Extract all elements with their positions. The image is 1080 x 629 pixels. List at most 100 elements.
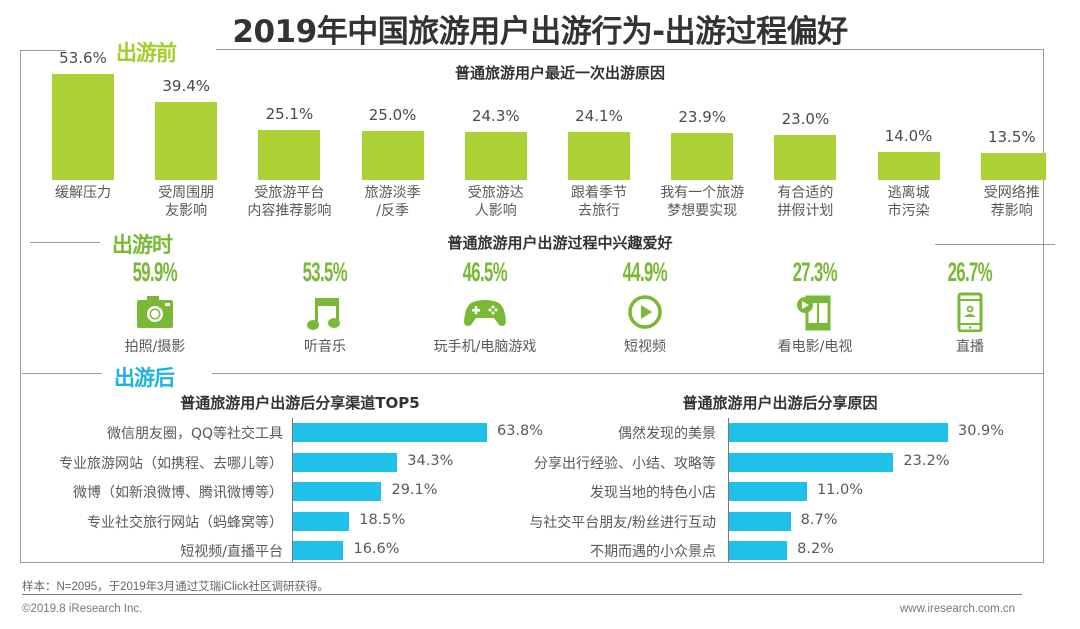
music-note-icon (301, 292, 349, 332)
divider-after-left (22, 373, 102, 374)
frame-left (20, 50, 21, 563)
bar (293, 452, 398, 472)
column-category-label: 旅游淡季/反季 (364, 185, 421, 219)
bar-category-label: 微博（如新浪微博、腾讯微博等） (73, 485, 283, 501)
bar-category-label: 分享出行经验、小结、攻略等 (534, 455, 716, 472)
play-circle-icon (621, 292, 669, 332)
column-bar (361, 130, 424, 180)
copyright: ©2019.8 iResearch Inc. (22, 603, 143, 615)
interest-label: 玩手机/电脑游戏 (433, 339, 537, 355)
bar-value-label: 16.6% (353, 541, 400, 557)
travel-reasons-column-chart: 53.6% 缓解压力 39.4% 受周围朋 友影响 25.1% 受旅游平台 内容推荐影响 25.… (0, 0, 1080, 240)
interest-label: 拍照/摄影 (124, 339, 186, 355)
interest-item: 53.5% 听音乐 (245, 256, 405, 356)
mobile-live-icon (946, 292, 994, 333)
gamepad-icon (461, 292, 509, 332)
camera-icon (131, 292, 179, 332)
bar (293, 423, 487, 442)
section-tag-during: 出游时 (112, 233, 173, 257)
share-reason-title: 普通旅游用户出游后分享原因 (682, 394, 878, 412)
column-value-label: 39.4% (162, 77, 211, 96)
bar-value-label: 8.7% (800, 511, 838, 528)
film-icon (791, 292, 839, 332)
bar (729, 511, 791, 531)
bar-category-label: 专业社交旅行网站（蚂蜂窝等） (87, 514, 283, 531)
interest-value: 59.9% (132, 257, 178, 287)
column-category-label: 受旅游达 人影响 (467, 185, 524, 219)
bar-value-label: 63.8% (497, 423, 544, 439)
interest-label: 看电影/电视 (777, 339, 853, 355)
interest-item: 44.9% 短视频 (565, 256, 725, 356)
interest-value: 27.3% (792, 257, 838, 287)
column-bar (52, 74, 114, 180)
column-bar (258, 130, 321, 180)
bar-axis (728, 418, 729, 562)
bar-value-label: 18.5% (359, 511, 406, 528)
column-category-label: 缓解压力 (55, 185, 111, 201)
page-title: 2019年中国旅游用户出游行为-出游过程偏好 (232, 14, 848, 50)
interest-item: 59.9% 拍照/摄影 (75, 256, 235, 356)
frame-right (1043, 49, 1044, 563)
section-tag-before: 出游前 (116, 41, 177, 65)
divider-during-right (935, 244, 1055, 245)
interest-value: 26.7% (947, 257, 993, 287)
bar-category-label: 与社交平台朋友/粉丝进行互动 (529, 514, 716, 531)
share-channel-title: 普通旅游用户出游后分享渠道TOP5 (180, 394, 420, 412)
bar-category-label: 偶然发现的美景 (618, 426, 716, 442)
bar-value-label: 29.1% (391, 482, 438, 498)
bar (293, 511, 350, 531)
column-value-label: 23.9% (678, 107, 727, 126)
column-bar (464, 131, 527, 180)
bar-axis (292, 418, 293, 562)
bar-value-label: 34.3% (407, 452, 454, 469)
column-category-label: 我有一个旅游 梦想要实现 (660, 185, 745, 219)
column-bar (877, 152, 940, 180)
website-link[interactable]: www.iresearch.com.cn (900, 603, 1016, 615)
divider-after-right (212, 373, 1044, 374)
interest-label: 短视频 (624, 339, 666, 355)
interest-value: 44.9% (622, 257, 668, 287)
bar-value-label: 30.9% (958, 423, 1005, 439)
bar (293, 482, 382, 501)
bar-category-label: 微信朋友圈，QQ等社交工具 (106, 426, 283, 442)
divider-during-left (30, 242, 100, 243)
bar (729, 452, 894, 472)
column-bar (568, 132, 630, 180)
interest-item: 27.3% 看电影/电视 (735, 256, 895, 356)
bar (729, 423, 948, 442)
column-value-label: 25.1% (265, 105, 314, 124)
sample-note: 样本：N=2095，于2019年3月通过艾瑞iClick社区调研获得。 (22, 581, 330, 593)
bar-category-label: 发现当地的特色小店 (590, 485, 716, 501)
interests-title: 普通旅游用户出游过程中兴趣爱好 (447, 234, 673, 252)
column-category-label: 受网络推 荐影响 (983, 185, 1040, 219)
bar-value-label: 23.2% (903, 452, 950, 469)
bar-category-label: 专业旅游网站（如携程、去哪儿等） (59, 455, 283, 472)
column-value-label: 23.0% (781, 109, 830, 128)
column-value-label: 24.1% (575, 107, 623, 126)
column-category-label: 有合适的 拼假计划 (777, 185, 834, 219)
column-category-label: 受周围朋 友影响 (158, 185, 215, 219)
bar (293, 541, 344, 560)
footer-divider (22, 594, 1022, 595)
bar-value-label: 11.0% (816, 482, 864, 498)
column-value-label: 24.3% (471, 106, 520, 125)
column-bar (774, 134, 837, 180)
column-category-label: 逃离城 市污染 (887, 185, 930, 219)
bar (729, 541, 788, 560)
column-category-label: 受旅游平台 内容推荐影响 (247, 185, 332, 219)
column-value-label: 53.6% (59, 49, 107, 67)
column-bar (671, 132, 734, 180)
interest-value: 46.5% (462, 257, 508, 287)
interest-item: 46.5% 玩手机/电脑游戏 (405, 256, 565, 356)
column-bar (980, 153, 1046, 180)
bar-value-label: 8.2% (797, 541, 834, 557)
bar-category-label: 不期而遇的小众景点 (590, 544, 716, 560)
interest-item: 26.7% 直播 (890, 256, 1050, 356)
interest-label: 听音乐 (304, 339, 346, 355)
column-category-label: 跟着季节 去旅行 (571, 185, 627, 219)
frame-bottom (20, 562, 1044, 563)
column-bar (155, 102, 218, 180)
bar-category-label: 短视频/直播平台 (180, 544, 283, 560)
interest-value: 53.5% (302, 257, 348, 287)
frame-top-left (20, 50, 66, 51)
